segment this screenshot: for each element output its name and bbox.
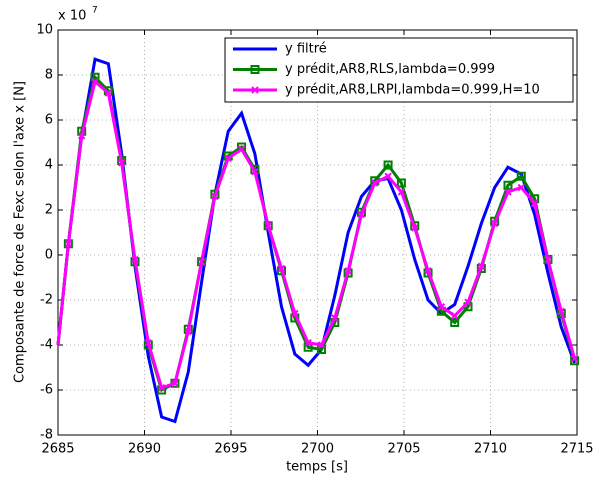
x-tick-label: 2690 (128, 442, 161, 457)
y-tick-label: 2 (45, 203, 53, 218)
x-tick-label: 2685 (41, 442, 74, 457)
marker (117, 159, 126, 167)
marker (477, 262, 486, 270)
y-tick-label: 10 (36, 23, 53, 38)
marker (516, 171, 526, 181)
marker (450, 312, 459, 320)
legend-marker (250, 65, 260, 74)
marker (157, 384, 166, 392)
marker (464, 298, 472, 306)
legend-label: y filtré (285, 42, 327, 57)
marker (317, 341, 326, 349)
marker (437, 303, 446, 311)
y-tick-label: -8 (40, 428, 53, 443)
x-tick-label: 2695 (214, 442, 247, 457)
marker (411, 224, 419, 232)
marker (544, 255, 552, 264)
marker (131, 255, 139, 264)
marker (490, 219, 499, 228)
marker (144, 339, 153, 347)
x-tick-label: 2710 (474, 442, 507, 457)
legend-box (224, 37, 574, 103)
y-tick-label: 0 (45, 248, 53, 263)
marker (331, 314, 339, 322)
y-scale-power: 7 (92, 6, 98, 16)
y-tick-label: 6 (45, 113, 53, 128)
x-tick-label: 2705 (387, 442, 420, 457)
marker (91, 78, 99, 86)
legend-label: y prédit,AR8,RLS,lambda=0.999 (285, 62, 495, 77)
marker (171, 379, 179, 387)
marker (291, 309, 299, 318)
y-tick-label: -6 (40, 383, 53, 398)
y-tick-label: 4 (45, 158, 53, 173)
marker (557, 307, 565, 315)
marker (304, 339, 312, 347)
marker (277, 264, 286, 273)
marker (211, 192, 219, 201)
marker (397, 188, 406, 196)
marker (384, 172, 392, 180)
marker (104, 89, 113, 97)
marker (64, 240, 73, 248)
series (56, 78, 579, 392)
marker (424, 267, 432, 275)
marker (197, 258, 206, 266)
plot-frame (57, 29, 578, 436)
legend-label: y prédit,AR8,LRPI,lambda=0.999,H=10 (285, 83, 540, 98)
y-scale-base: x 10 (58, 9, 86, 24)
x-tick-label: 2700 (301, 442, 334, 457)
marker (184, 327, 192, 336)
marker (344, 267, 352, 275)
x-tick-label: 2715 (560, 442, 593, 457)
marker (224, 154, 232, 162)
marker (517, 183, 526, 192)
marker (237, 145, 246, 153)
y-axis-label: Composante de force de Fexc selon l'axe … (13, 81, 28, 383)
marker (530, 199, 539, 207)
x-axis-label: temps [s] (286, 460, 348, 475)
marker (383, 160, 393, 170)
marker (504, 188, 512, 196)
marker (503, 180, 513, 190)
marker (450, 318, 460, 327)
marker (251, 168, 259, 176)
legend-marker (251, 86, 259, 94)
y-tick-label: -2 (40, 293, 53, 308)
marker (570, 354, 579, 363)
marker (396, 178, 406, 188)
marker (77, 132, 86, 140)
y-tick-label: 8 (45, 68, 53, 83)
marker (371, 179, 379, 187)
marker (264, 222, 272, 230)
y-tick-label: -4 (40, 338, 53, 353)
data-line (56, 79, 577, 390)
marker (357, 210, 366, 219)
